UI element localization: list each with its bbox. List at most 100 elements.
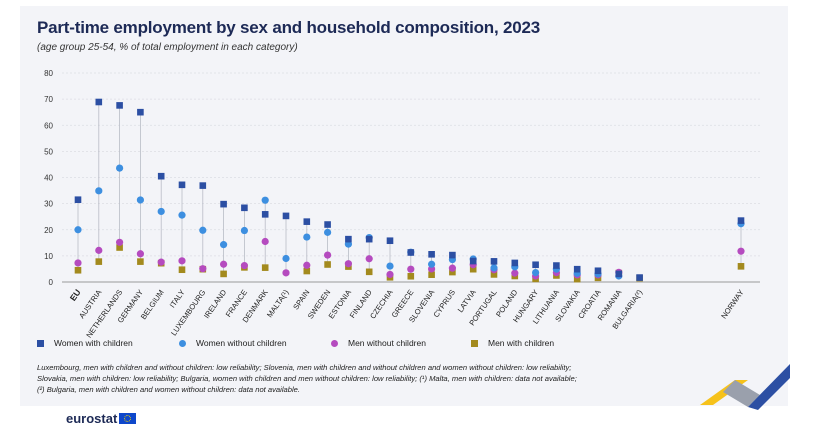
point-men-without-children — [240, 261, 248, 270]
y-tick-label: 20 — [44, 226, 53, 235]
legend-item-men-without-children: Men without children — [331, 338, 426, 348]
point-men-with-children — [116, 244, 123, 251]
y-tick-label: 0 — [49, 278, 54, 287]
point-women-with-children — [324, 221, 331, 228]
point-men-without-children — [324, 251, 332, 259]
point-men-with-children — [365, 268, 373, 276]
point-women-with-children — [241, 204, 248, 212]
blue-stripe-shape — [748, 364, 790, 410]
point-men-without-children — [448, 264, 456, 272]
legend-marker-square-icon — [471, 339, 478, 347]
point-women-with-children — [282, 212, 290, 220]
point-women-with-children — [737, 217, 745, 224]
point-women-with-children — [469, 257, 477, 265]
y-tick-label: 50 — [44, 147, 53, 156]
point-women-with-children — [345, 235, 352, 243]
point-women-without-children — [240, 226, 248, 235]
footnote-line: (²) Bulgaria, men with children and wome… — [37, 385, 300, 394]
point-men-with-children — [178, 266, 186, 274]
grey-stripe-shape — [723, 380, 760, 407]
y-tick-label: 10 — [44, 252, 53, 261]
point-men-without-children — [303, 261, 311, 269]
point-women-with-children — [199, 182, 207, 189]
point-women-with-children — [407, 249, 415, 256]
point-men-with-children — [137, 258, 144, 265]
y-tick-label: 60 — [44, 121, 53, 130]
point-women-with-children — [220, 200, 227, 208]
y-tick-label: 40 — [44, 174, 53, 183]
chart-footnotes: Luxembourg, men with children and withou… — [37, 362, 597, 395]
point-women-without-children — [157, 207, 165, 216]
point-women-without-children — [324, 228, 332, 236]
point-women-without-children — [261, 196, 269, 204]
point-women-with-children — [261, 211, 269, 218]
point-women-without-children — [136, 196, 144, 204]
point-women-without-children — [116, 164, 124, 172]
point-men-without-children — [178, 257, 186, 265]
point-men-without-children — [344, 260, 352, 268]
chart-legend: Women with children Women without childr… — [37, 338, 777, 352]
legend-label: Women with children — [54, 338, 133, 348]
point-men-without-children — [261, 237, 269, 246]
point-men-without-children — [95, 246, 103, 254]
legend-item-women-without-children: Women without children — [179, 338, 287, 348]
legend-marker-circle-icon — [179, 339, 186, 347]
point-women-with-children — [137, 108, 144, 116]
y-tick-label: 80 — [44, 69, 53, 78]
point-women-with-children — [636, 274, 643, 281]
point-men-without-children — [737, 247, 745, 255]
legend-item-men-with-children: Men with children — [471, 338, 554, 348]
point-men-without-children — [386, 270, 394, 279]
point-men-with-children — [324, 261, 331, 268]
point-men-with-children — [261, 264, 269, 271]
eurostat-logo: eurostat — [66, 411, 137, 426]
point-women-with-children — [95, 98, 103, 106]
point-women-with-children — [532, 261, 539, 269]
point-women-with-children — [553, 262, 560, 269]
point-men-without-children — [407, 265, 415, 273]
point-men-without-children — [74, 259, 82, 267]
y-tick-label: 30 — [44, 200, 53, 209]
point-men-with-children — [428, 271, 435, 278]
point-women-with-children — [511, 259, 519, 267]
point-women-without-children — [74, 226, 82, 234]
legend-marker-square-icon — [37, 339, 44, 347]
point-men-without-children — [220, 260, 228, 268]
footnote-line: Slovakia, men with children: low reliabi… — [37, 374, 577, 383]
point-women-with-children — [365, 235, 373, 243]
point-women-without-children — [303, 233, 311, 241]
point-men-with-children — [74, 266, 82, 274]
point-men-with-children — [407, 272, 415, 280]
point-women-with-children — [449, 251, 456, 259]
point-men-without-children — [511, 269, 519, 277]
point-men-with-children — [303, 267, 311, 275]
point-women-without-children — [490, 264, 498, 272]
point-men-with-children — [469, 265, 477, 273]
point-men-with-children — [490, 271, 498, 278]
point-men-without-children — [157, 258, 165, 266]
point-women-with-children — [490, 258, 498, 265]
point-men-with-children — [220, 270, 227, 278]
point-women-without-children — [532, 268, 540, 277]
legend-label: Men with children — [488, 338, 555, 348]
point-men-without-children — [136, 250, 144, 258]
point-men-without-children — [282, 269, 290, 277]
point-men-with-children — [573, 275, 581, 283]
y-tick-label: 70 — [44, 95, 53, 104]
point-women-with-children — [74, 196, 82, 204]
point-women-with-children — [386, 237, 394, 245]
point-women-with-children — [157, 172, 165, 180]
footnote-line: Luxembourg, men with children and withou… — [37, 363, 572, 372]
legend-marker-circle-icon — [331, 339, 338, 347]
point-women-with-children — [615, 270, 623, 278]
point-women-with-children — [116, 102, 123, 109]
point-women-with-children — [178, 181, 186, 189]
brand-name: eurostat — [66, 411, 118, 426]
point-men-without-children — [116, 238, 124, 246]
point-women-without-children — [199, 226, 207, 234]
legend-label: Women without children — [196, 338, 287, 348]
point-women-with-children — [594, 267, 602, 275]
point-men-with-children — [449, 268, 456, 276]
